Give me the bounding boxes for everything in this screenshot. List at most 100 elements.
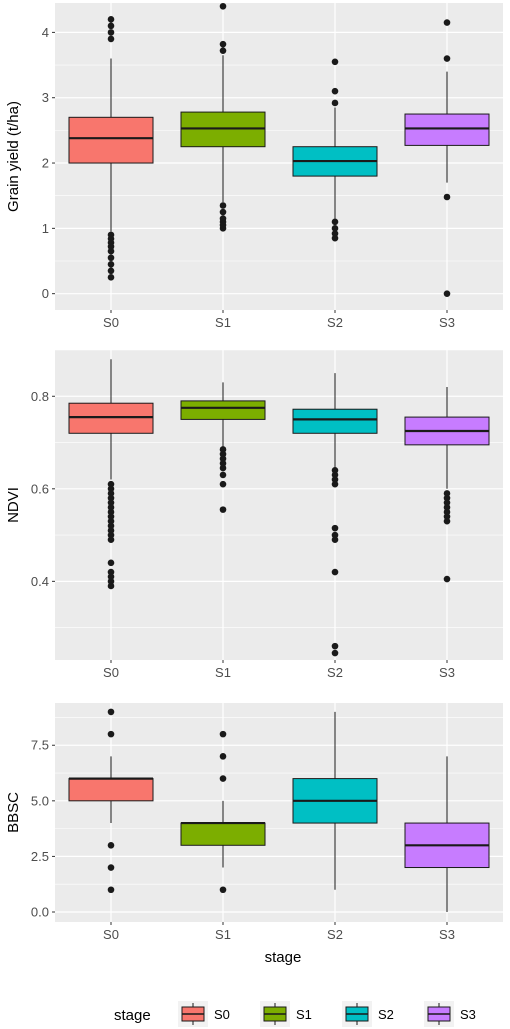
box-body [292,408,378,434]
outlier-point [219,40,227,48]
outlier-point [107,841,115,849]
outlier-point [107,490,115,497]
x-tick-label-s1: S1 [215,665,231,680]
outlier-point [219,506,227,513]
outlier-point [443,499,451,506]
outlier-point [443,55,451,62]
outlier-point [331,218,339,226]
outlier-point [219,753,227,760]
outlier-point [331,476,339,483]
box-body [180,822,266,846]
outlier-point [443,504,451,511]
outlier-point [443,575,451,583]
y-tick-label: 3 [42,90,49,105]
legend-title: stage [114,1007,151,1024]
outlier-point [331,649,339,657]
outlier-point [107,527,115,534]
y-tick-label: 0.0 [31,904,49,919]
outlier-point [107,274,115,281]
outlier-point [107,864,115,871]
legend-item-s0: S0 [178,1001,230,1027]
outlier-point [443,508,451,516]
bbsc-panel: 0.0 2.5 5.0 7.5 S0 S1 S2 S3 BBSC [5,703,503,942]
panel-background [55,350,503,660]
outlier-point [443,513,451,520]
outlier-point [331,466,339,474]
outlier-point [219,208,227,216]
outlier-point [331,536,339,544]
outlier-point [107,517,115,525]
outlier-point [219,464,227,472]
box-s3 [404,756,490,912]
outlier-point [219,450,227,458]
outlier-point [443,517,451,525]
box-s2 [292,711,378,890]
x-tick-label-s3: S3 [439,927,455,942]
x-tick-label-s3: S3 [439,315,455,330]
x-axis-title: stage [265,949,302,966]
box-s1 [180,382,266,513]
box-s2 [292,58,378,242]
outlier-point [107,485,115,493]
x-tick-label-s0: S0 [103,927,119,942]
y-tick-label: 0.4 [31,574,49,589]
outlier-point [219,886,227,894]
y-tick-label: 4 [42,25,49,40]
outlier-point [331,531,339,539]
outlier-point [331,230,339,237]
outlier-point [443,193,451,201]
outlier-point [107,499,115,506]
outlier-point [107,29,115,36]
outlier-point [107,22,115,30]
y-axis-title: BBSC [5,792,22,833]
outlier-point [107,531,115,539]
outlier-point [331,225,339,232]
outlier-point [443,490,451,497]
outlier-point [219,446,227,453]
outlier-point [107,582,115,590]
outlier-point [107,231,115,239]
outlier-point [331,58,339,66]
outlier-point [443,19,451,26]
y-tick-label: 5.0 [31,793,49,808]
outlier-point [107,886,115,894]
y-axis-title: Grain yield (t/ha) [5,101,22,212]
outlier-point [107,16,115,23]
legend-item-s2: S2 [342,1001,394,1027]
box-s0 [68,16,154,281]
outlier-point [219,202,227,209]
outlier-point [331,471,339,479]
box-s1 [180,2,266,232]
x-tick-label-s3: S3 [439,665,455,680]
box-s0 [68,708,154,894]
box-body [180,400,266,420]
outlier-point [331,234,339,242]
legend-label: S1 [296,1007,312,1022]
outlier-point [331,642,339,650]
outlier-point [107,267,115,275]
x-tick-label-s2: S2 [327,315,343,330]
x-tick-label-s2: S2 [327,665,343,680]
outlier-point [331,99,339,107]
outlier-point [107,568,115,576]
box-s1 [180,730,266,894]
y-tick-label: 7.5 [31,738,49,753]
outlier-point [219,47,227,54]
outlier-point [107,513,115,520]
x-tick-label-s0: S0 [103,665,119,680]
legend-label: S3 [460,1007,476,1022]
outlier-point [219,460,227,467]
ndvi-panel: 0.4 0.6 0.8 S0 S1 S2 S3 NDVI [5,349,503,680]
outlier-point [107,247,115,255]
box-body [68,402,154,434]
y-tick-label: 0.8 [31,389,49,404]
outlier-point [107,536,115,544]
outlier-point [107,254,115,262]
outlier-point [331,568,339,576]
outlier-point [331,87,339,95]
y-tick-label: 0.6 [31,481,49,496]
legend-label: S0 [214,1007,230,1022]
x-tick-label-s1: S1 [215,927,231,942]
outlier-point [107,522,115,530]
